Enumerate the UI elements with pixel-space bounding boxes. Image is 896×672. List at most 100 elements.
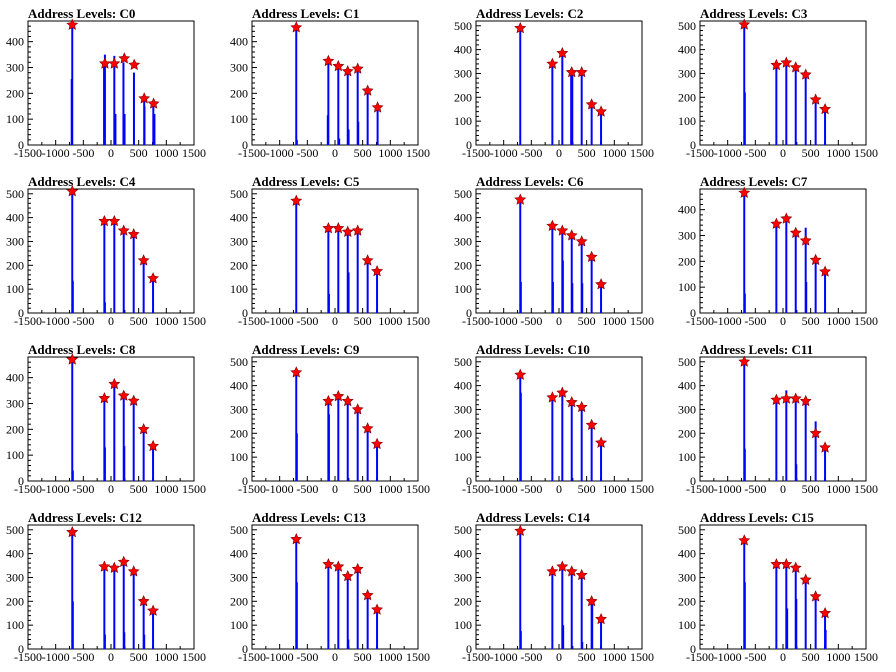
- peak-marker: [322, 222, 335, 234]
- y-tick-label: 0: [18, 306, 24, 320]
- chart-panel-15: Address Levels: C15 0 100 200 300 400 500 -1500…: [678, 510, 878, 664]
- chart-panel-5: Address Levels: C50100200300400500-1500-…: [230, 174, 430, 328]
- peak-marker: [361, 84, 374, 96]
- peak-marker: [595, 436, 608, 448]
- peak-marker: [332, 222, 345, 234]
- x-tick-label: -1500: [14, 314, 42, 328]
- chart-panel-9: Address Levels: C90100200300400500-1500-…: [230, 342, 430, 496]
- y-tick-label: 100: [6, 282, 24, 296]
- x-tick-label: -1500: [462, 650, 490, 664]
- x-tick-label: 500: [354, 146, 372, 160]
- peak-marker: [546, 391, 559, 403]
- y-tick-label: 100: [230, 112, 248, 126]
- y-tick-label: 0: [690, 642, 696, 656]
- y-tick-label: 200: [454, 258, 472, 272]
- x-tick-label: 500: [130, 146, 148, 160]
- x-tick-label: 1500: [182, 650, 206, 664]
- x-tick-label: -500: [72, 314, 94, 328]
- peak-marker: [770, 393, 783, 406]
- y-tick-label: 200: [6, 86, 24, 100]
- peak-marker: [290, 194, 303, 207]
- x-tick-label: 500: [802, 650, 820, 664]
- peak-marker: [98, 214, 111, 227]
- y-tick-label: 100: [454, 282, 472, 296]
- x-tick-label: 1500: [630, 314, 654, 328]
- peak-marker: [322, 394, 335, 407]
- x-tick-label: -1000: [714, 146, 742, 160]
- peak-marker: [585, 98, 598, 110]
- chart-title: Address Levels: C2: [476, 6, 583, 21]
- y-tick-label: 300: [230, 402, 248, 416]
- peak-marker: [738, 534, 751, 546]
- y-tick-label: 0: [690, 306, 696, 320]
- x-tick-label: 1500: [406, 146, 430, 160]
- peak-marker: [514, 368, 527, 380]
- peak-marker: [514, 21, 527, 34]
- y-tick-label: 100: [230, 618, 248, 632]
- peak-marker: [819, 265, 832, 277]
- peak-marker: [137, 254, 150, 266]
- y-tick-label: 100: [454, 618, 472, 632]
- peak-marker: [789, 226, 802, 239]
- y-tick-label: 300: [678, 66, 696, 80]
- peak-marker: [585, 418, 598, 430]
- chart-panel-7: Address Levels: C7 0 100 200 300 400 -1500 -100…: [678, 174, 878, 328]
- x-tick-label: 1000: [826, 314, 850, 328]
- peak-marker: [565, 396, 578, 408]
- x-tick-label: 500: [354, 650, 372, 664]
- x-tick-label: 1000: [826, 482, 850, 496]
- x-tick-label: 1000: [602, 314, 626, 328]
- chart-title: Address Levels: C0: [28, 6, 135, 21]
- x-tick-label: -500: [520, 146, 542, 160]
- y-tick-label: 400: [678, 379, 696, 393]
- y-tick-label: 300: [454, 234, 472, 248]
- y-tick-label: 0: [466, 474, 472, 488]
- peak-marker: [770, 217, 783, 229]
- x-tick-label: -500: [296, 482, 318, 496]
- peak-marker: [108, 377, 121, 390]
- chart-panel-11: Address Levels: C11 0 100 200 300 400 500 -1500…: [678, 342, 878, 496]
- y-tick-label: 200: [678, 254, 696, 268]
- y-tick-label: 0: [242, 306, 248, 320]
- x-tick-label: 1000: [378, 146, 402, 160]
- plot-frame: [251, 524, 419, 650]
- chart-title: Address Levels: C4: [28, 174, 136, 189]
- peak-marker: [799, 68, 812, 80]
- x-tick-label: -500: [72, 146, 94, 160]
- peak-marker: [137, 595, 150, 607]
- x-tick-label: 1500: [630, 650, 654, 664]
- x-tick-label: 0: [780, 650, 786, 664]
- peak-marker: [128, 58, 141, 71]
- y-tick-label: 300: [678, 402, 696, 416]
- y-tick-label: 300: [678, 570, 696, 584]
- plot-frame: [699, 188, 867, 314]
- x-tick-label: 1000: [602, 482, 626, 496]
- y-tick-label: 100: [6, 448, 24, 462]
- x-tick-label: -500: [744, 146, 766, 160]
- plot-frame: [27, 524, 195, 650]
- x-tick-label: 0: [780, 482, 786, 496]
- peak-marker: [332, 560, 345, 572]
- x-tick-label: -1500: [686, 482, 714, 496]
- peak-marker: [351, 62, 364, 74]
- y-tick-label: 300: [6, 397, 24, 411]
- x-tick-label: -1500: [238, 482, 266, 496]
- y-tick-label: 500: [454, 355, 472, 369]
- peak-marker: [108, 214, 121, 227]
- peak-marker: [595, 105, 608, 117]
- x-tick-label: 1500: [854, 650, 878, 664]
- x-tick-label: 0: [108, 314, 114, 328]
- peak-marker: [108, 57, 121, 69]
- x-tick-label: 1000: [378, 314, 402, 328]
- chart-title: Address Levels: C13: [252, 510, 366, 525]
- y-tick-label: 0: [466, 642, 472, 656]
- x-tick-label: 0: [108, 482, 114, 496]
- x-tick-label: 1500: [406, 314, 430, 328]
- x-tick-label: -1000: [490, 482, 518, 496]
- peak-marker: [66, 185, 79, 197]
- peak-marker: [147, 439, 160, 452]
- peak-marker: [595, 278, 608, 290]
- peak-marker: [351, 403, 364, 415]
- y-tick-label: 500: [230, 523, 248, 537]
- y-tick-label: 400: [6, 371, 24, 385]
